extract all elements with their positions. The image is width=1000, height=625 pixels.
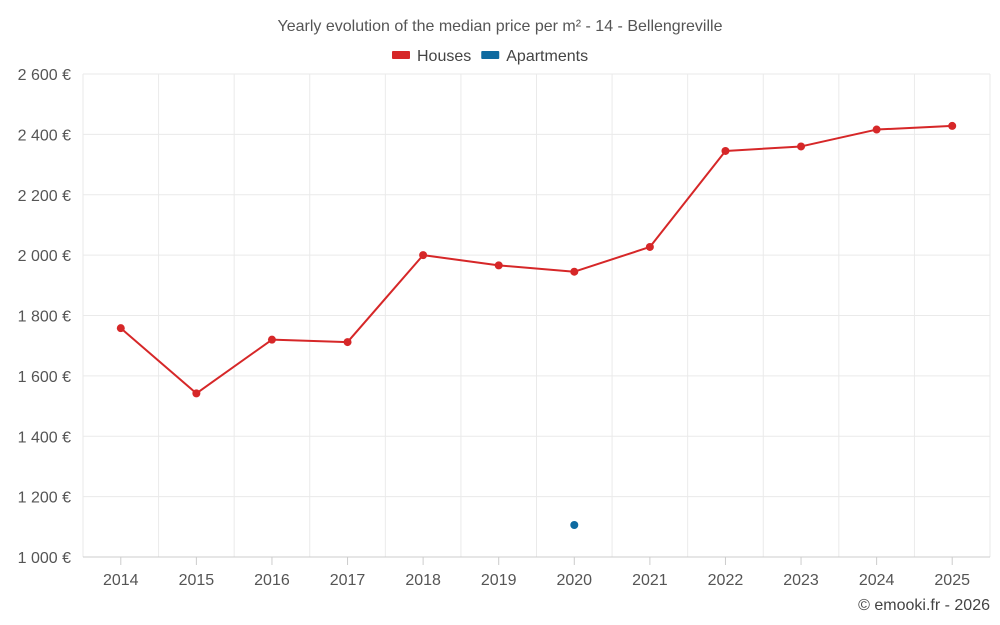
y-tick-label: 1 800 €	[18, 309, 71, 326]
x-tick-label: 2020	[556, 572, 592, 589]
houses-data-point	[570, 267, 579, 276]
apartments-data-point	[570, 521, 579, 530]
x-tick-label: 2015	[179, 572, 215, 589]
y-tick-label: 1 000 €	[18, 550, 71, 567]
credit-text: © emooki.fr - 2026	[858, 597, 990, 614]
x-tick-label: 2021	[632, 572, 668, 589]
houses-series-line	[120, 124, 953, 395]
legend-label-apartments: Apartments	[506, 48, 588, 65]
legend-label-houses: Houses	[417, 48, 471, 65]
x-tick-label: 2017	[330, 572, 366, 589]
x-tick-label: 2018	[405, 572, 441, 589]
x-tick-label: 2023	[783, 572, 819, 589]
x-tick-label: 2022	[708, 572, 744, 589]
houses-data-point	[192, 389, 201, 398]
y-tick-label: 2 200 €	[18, 188, 71, 205]
houses-data-point	[267, 335, 276, 344]
y-tick-label: 2 400 €	[18, 127, 71, 144]
legend: Houses Apartments	[392, 48, 588, 65]
x-tick-label: 2025	[934, 572, 970, 589]
houses-data-point	[494, 261, 503, 270]
y-axis: 1 000 € 1 200 € 1 400 € 1 600 € 1 800 € 2 000…	[18, 67, 71, 567]
houses-data-point	[419, 251, 428, 260]
x-tick-label: 2014	[103, 572, 139, 589]
x-tick-label: 2016	[254, 572, 290, 589]
legend-item-houses[interactable]: Houses	[392, 48, 471, 65]
houses-data-point	[872, 125, 881, 134]
houses-data-point	[797, 142, 806, 151]
houses-data-point	[948, 121, 957, 130]
houses-data-point	[343, 338, 352, 347]
y-tick-label: 2 600 €	[18, 67, 71, 84]
legend-item-apartments[interactable]: Apartments	[481, 48, 588, 65]
houses-data-point	[721, 146, 730, 155]
grid	[82, 73, 991, 557]
series-layer	[116, 121, 957, 530]
y-tick-label: 2 000 €	[18, 248, 71, 265]
y-tick-label: 1 400 €	[18, 429, 71, 446]
houses-data-point	[116, 324, 125, 333]
x-tick-label: 2024	[859, 572, 895, 589]
y-tick-label: 1 600 €	[18, 369, 71, 386]
y-tick-label: 1 200 €	[18, 490, 71, 507]
legend-swatch-apartments	[481, 51, 500, 59]
houses-data-point	[645, 242, 654, 251]
x-tick-label: 2019	[481, 572, 517, 589]
chart-title: Yearly evolution of the median price per…	[278, 18, 723, 35]
x-axis: 2014 2015 2016 2017 2018 2019 2020 2021 2022 2023…	[83, 556, 990, 589]
legend-swatch-houses	[392, 51, 410, 59]
